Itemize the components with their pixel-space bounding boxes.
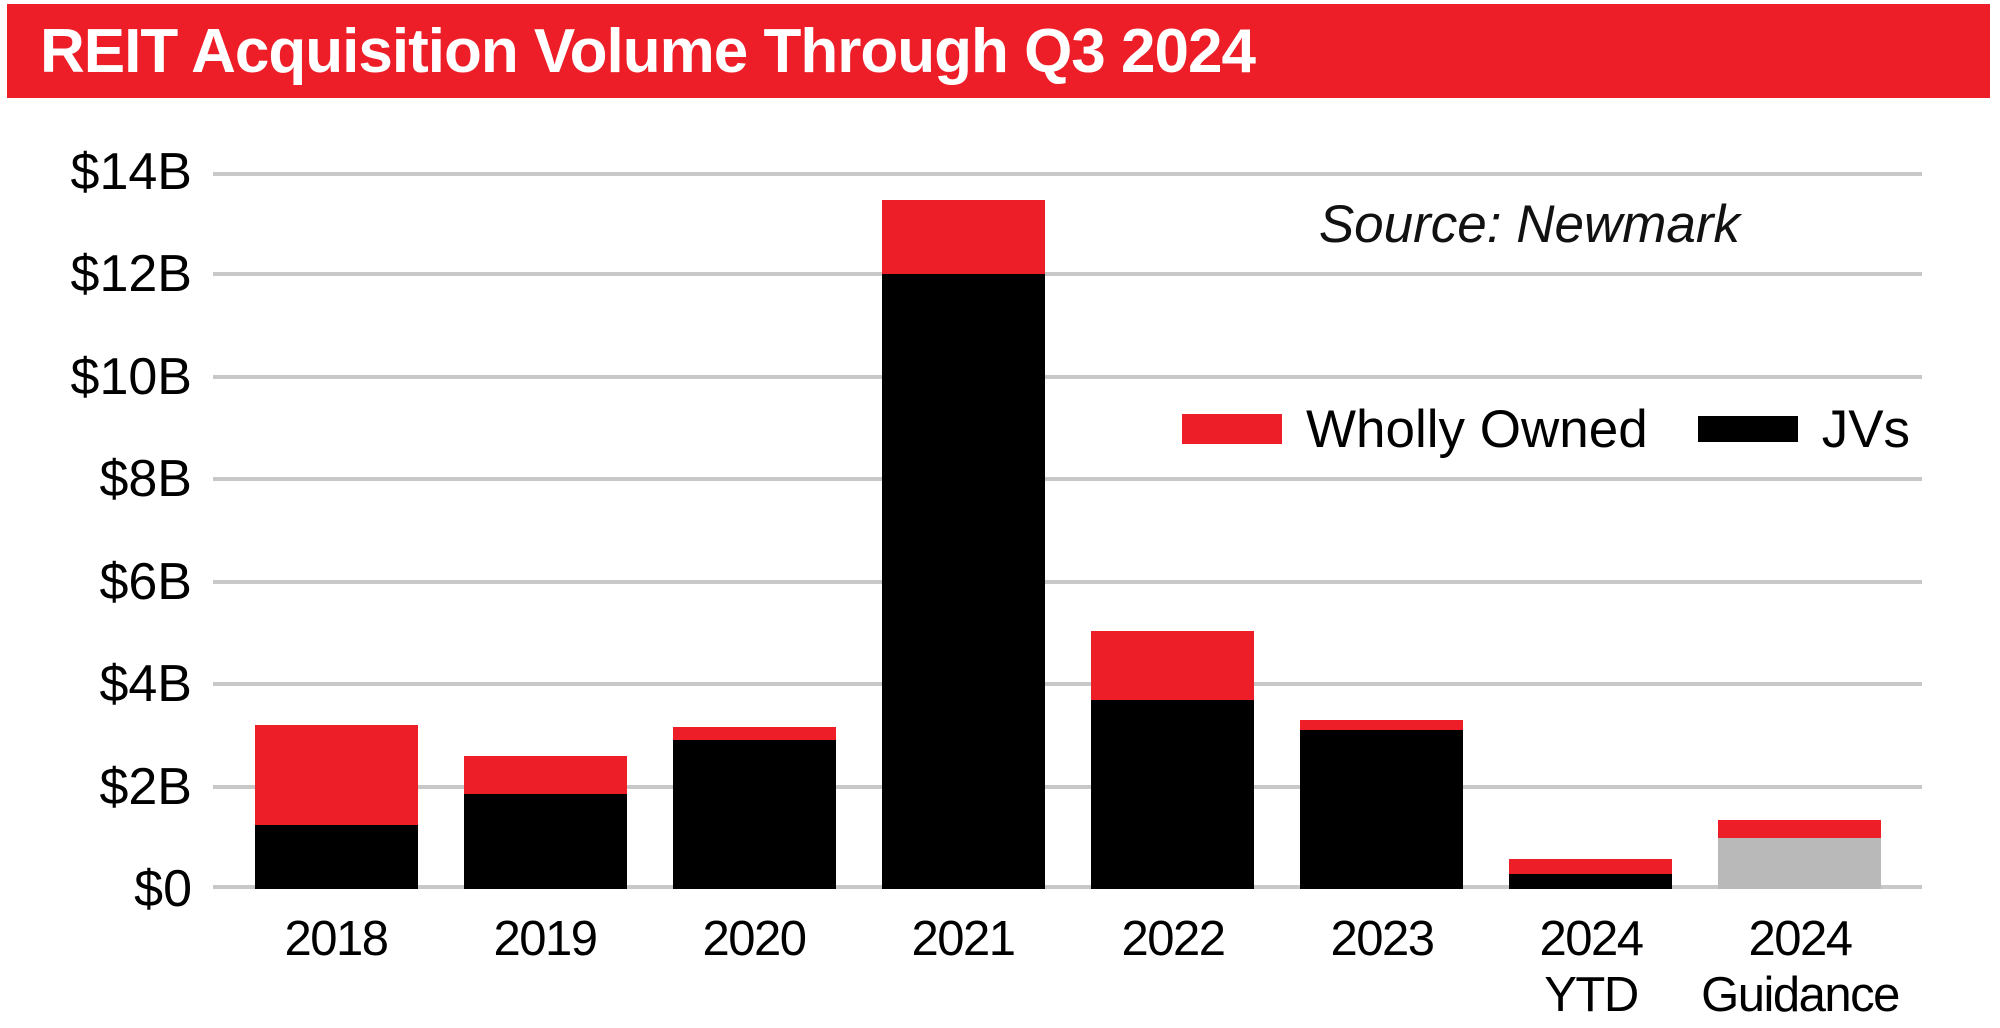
y-tick-label-6B: $6B xyxy=(99,553,192,611)
bar-segment-wholly-owned-2022 xyxy=(1091,631,1254,700)
x-label-line: 2018 xyxy=(284,912,389,966)
x-label-line: 2021 xyxy=(911,912,1016,966)
bar-2022 xyxy=(1091,631,1254,889)
x-label-line: 2022 xyxy=(1121,912,1226,966)
legend-swatch-wholly-owned xyxy=(1182,414,1282,444)
y-tick-label-14B: $14B xyxy=(70,143,192,201)
bar-segment-wholly-owned-2024-ytd xyxy=(1509,859,1672,874)
bar-2024-ytd xyxy=(1509,859,1672,889)
x-label-2022: 2022 xyxy=(1058,911,1288,967)
bar-segment-wholly-owned-2019 xyxy=(464,756,627,794)
source-note: Source: Newmark xyxy=(1318,195,1740,254)
x-label-2024-guidance: 2024 Guidance xyxy=(1685,911,1915,1023)
x-label-line: 2023 xyxy=(1330,912,1435,966)
bar-segment-jvs-2024-ytd xyxy=(1509,874,1672,889)
x-label-line: 2019 xyxy=(493,912,598,966)
y-tick-label-10B: $10B xyxy=(70,348,192,406)
bar-2018 xyxy=(255,725,418,889)
bar-2023 xyxy=(1300,720,1463,889)
legend-label-wholly-owned: Wholly Owned xyxy=(1306,399,1648,459)
x-label-line: 2024 xyxy=(1539,912,1644,966)
x-label-line: Guidance xyxy=(1701,968,1900,1022)
bar-segment-wholly-owned-2021 xyxy=(882,200,1045,274)
bar-2020 xyxy=(673,727,836,889)
gridline-6B xyxy=(213,580,1922,584)
bar-segment-jvs-2023 xyxy=(1300,730,1463,889)
bar-2019 xyxy=(464,756,627,889)
gridline-2B xyxy=(213,785,1922,789)
bar-2021 xyxy=(882,200,1045,889)
gridline-8B xyxy=(213,477,1922,481)
y-tick-label-0B: $0 xyxy=(134,860,192,918)
y-tick-label-4B: $4B xyxy=(99,655,192,713)
bar-2024-guidance xyxy=(1718,820,1881,889)
x-label-2020: 2020 xyxy=(639,911,869,967)
x-label-2018: 2018 xyxy=(221,911,451,967)
bar-segment-jvs-2022 xyxy=(1091,700,1254,889)
bar-segment-jvs-2021 xyxy=(882,274,1045,889)
chart-title: REIT Acquisition Volume Through Q3 2024 xyxy=(40,16,1256,86)
y-tick-label-12B: $12B xyxy=(70,245,192,303)
x-label-line: 2024 xyxy=(1748,912,1853,966)
bar-segment-wholly-owned-2023 xyxy=(1300,720,1463,730)
x-label-2023: 2023 xyxy=(1267,911,1497,967)
y-tick-label-8B: $8B xyxy=(99,450,192,508)
bar-segment-wholly-owned-2018 xyxy=(255,725,418,825)
gridline-10B xyxy=(213,375,1922,379)
x-axis: 2018 2019 2020 2021 2022 2023 2024 YTD 2024 Guida… xyxy=(213,911,1922,1028)
x-label-line: YTD xyxy=(1544,968,1639,1022)
gridline-14B xyxy=(213,172,1922,176)
x-label-2021: 2021 xyxy=(848,911,1078,967)
gridline-12B xyxy=(213,272,1922,276)
bar-segment-jvs-2018 xyxy=(255,825,418,889)
bar-segment-jvs-2020 xyxy=(673,740,836,889)
legend-swatch-jvs xyxy=(1697,416,1798,442)
title-banner: REIT Acquisition Volume Through Q3 2024 xyxy=(7,4,1990,98)
bar-segment-guidance-base-gray--2024-guidance xyxy=(1718,838,1881,889)
bar-segment-wholly-owned-2020 xyxy=(673,727,836,740)
gridline-4B xyxy=(213,682,1922,686)
x-label-line: 2020 xyxy=(702,912,807,966)
bar-segment-wholly-owned-2024-guidance xyxy=(1718,820,1881,838)
plot-area xyxy=(213,172,1922,889)
gridline-0B xyxy=(213,885,1922,889)
y-axis: $0 $2B $4B $6B $8B $10B $12B $14B xyxy=(0,145,192,932)
x-label-2024-ytd: 2024 YTD xyxy=(1476,911,1706,1023)
x-label-2019: 2019 xyxy=(430,911,660,967)
bar-segment-jvs-2019 xyxy=(464,794,627,889)
legend: Wholly Owned JVs xyxy=(1182,399,1910,459)
y-tick-label-2B: $2B xyxy=(99,758,192,816)
legend-label-jvs: JVs xyxy=(1821,399,1911,459)
